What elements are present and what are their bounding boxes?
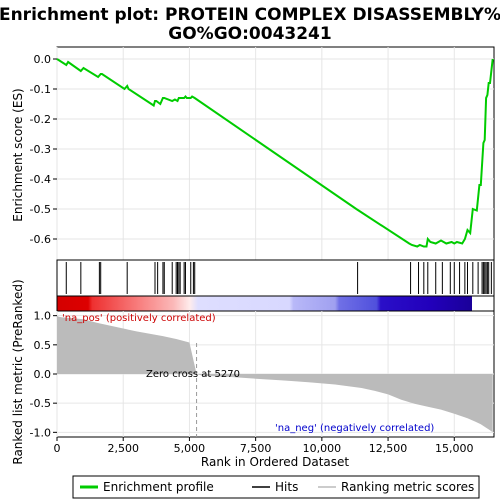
- es-y-ticks: 0.0 -0.1 -0.2 -0.3 -0.4 -0.5 -0.6: [30, 53, 57, 246]
- rank-colorbar-strip: [57, 296, 472, 311]
- x-tick-label: 10,000: [303, 442, 342, 455]
- rank-colorbar: [56, 295, 495, 312]
- hits-panel-frame: [56, 259, 495, 297]
- x-tick-label: 5,000: [174, 442, 206, 455]
- es-y-tick-label: 0.0: [34, 53, 52, 66]
- metric-x-ticks: 0 2,500 5,000 7,500 10,000 12,500 15,000: [54, 437, 474, 455]
- na-neg-annotation: 'na_neg' (negatively correlated): [275, 423, 434, 434]
- metric-y-tick-label: 0.5: [34, 339, 52, 352]
- enrichment-profile-line: [56, 58, 494, 248]
- legend-label: Enrichment profile: [103, 480, 214, 494]
- legend: Enrichment profile Hits Ranking metric sco…: [72, 475, 480, 499]
- metric-y-tick-label: 1.0: [34, 310, 52, 323]
- legend-label: Ranking metric scores: [341, 480, 474, 494]
- es-panel: 0.0 -0.1 -0.2 -0.3 -0.4 -0.5 -0.6 Enrichment s…: [11, 46, 495, 261]
- legend-label: Hits: [275, 480, 298, 494]
- metric-y-tick-label: 0.0: [34, 368, 52, 381]
- title-line-1: Enrichment plot: PROTEIN COMPLEX DISASSE…: [0, 5, 500, 25]
- x-axis-label: Rank in Ordered Dataset: [201, 455, 349, 469]
- es-y-tick-label: -0.3: [30, 143, 51, 156]
- x-tick-label: 15,000: [435, 442, 474, 455]
- metric-panel: 'na_pos' (positively correlated) Zero cr…: [11, 279, 495, 469]
- metric-y-ticks: 1.0 0.5 0.0 -0.5 -1.0: [30, 310, 57, 439]
- es-gridlines: [56, 47, 494, 260]
- es-y-axis-label: Enrichment score (ES): [11, 88, 25, 221]
- x-tick-label: 2,500: [107, 442, 139, 455]
- metric-y-tick-label: -1.0: [30, 426, 51, 439]
- es-y-tick-label: -0.4: [30, 173, 51, 186]
- x-tick-label: 7,500: [240, 442, 272, 455]
- metric-y-axis-label: Ranked list metric (PreRanked): [11, 279, 25, 464]
- ranking-metric-area: [57, 315, 493, 433]
- hits-panel: [56, 259, 495, 297]
- es-y-tick-label: -0.2: [30, 113, 51, 126]
- zero-cross-annotation: Zero cross at 5270: [146, 369, 240, 380]
- x-tick-label: 0: [54, 442, 61, 455]
- hit-markers: [65, 262, 492, 294]
- legend-items: Enrichment profile Hits Ranking metric sco…: [80, 480, 474, 494]
- title-line-2: GO%GO:0043241: [168, 24, 331, 44]
- es-y-tick-label: -0.6: [30, 233, 51, 246]
- es-y-tick-label: -0.5: [30, 203, 51, 216]
- legend-box: [72, 475, 480, 499]
- na-pos-annotation: 'na_pos' (positively correlated): [62, 313, 216, 324]
- es-y-tick-label: -0.1: [30, 83, 51, 96]
- figure-title: Enrichment plot: PROTEIN COMPLEX DISASSE…: [0, 5, 500, 44]
- metric-y-tick-label: -0.5: [30, 397, 51, 410]
- x-tick-label: 12,500: [369, 442, 408, 455]
